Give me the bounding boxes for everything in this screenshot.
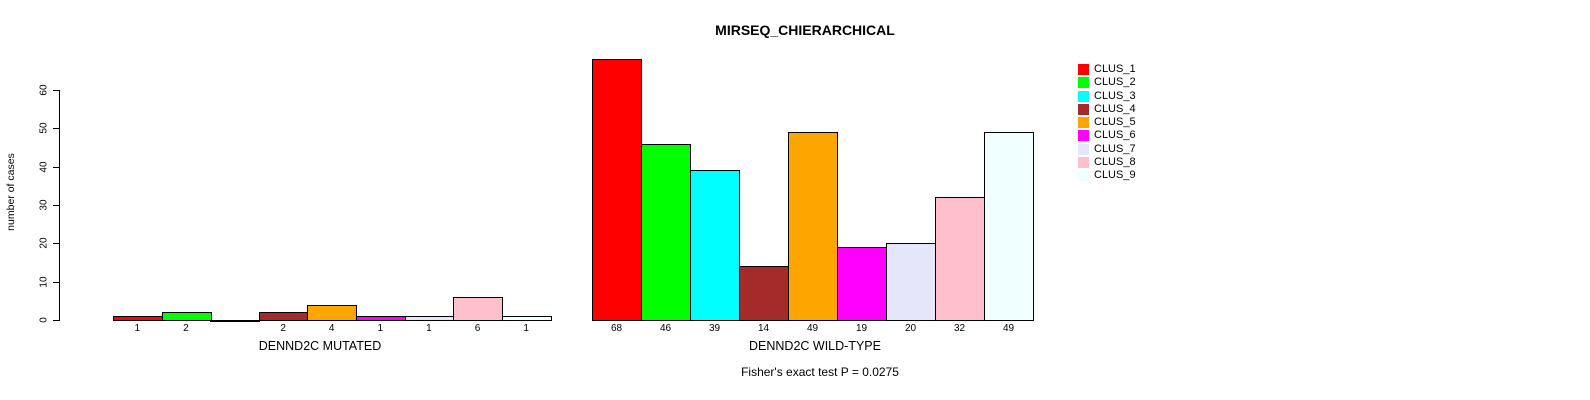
legend-swatch-icon (1078, 90, 1089, 102)
bar-value-label: 2 (280, 323, 286, 334)
bar-clus_2 (641, 144, 691, 321)
bar-value-label: 49 (1002, 323, 1015, 334)
legend-swatch-icon (1078, 64, 1089, 75)
y-axis-tick-label: 60 (38, 84, 50, 96)
y-axis-tick (53, 90, 59, 91)
y-axis-tick-label: 10 (38, 276, 50, 288)
bar-clus_4 (739, 266, 789, 321)
bar-value-label: 19 (855, 323, 868, 334)
bar-value-label: 32 (953, 323, 966, 334)
bar-value-label: 46 (659, 323, 672, 334)
y-axis-tick (53, 320, 59, 321)
legend-label: CLUS_1 (1094, 63, 1136, 75)
y-axis-line (59, 90, 60, 321)
bar-value-label: 14 (757, 323, 770, 334)
y-axis-tick-label: 20 (38, 237, 50, 249)
legend-label: CLUS_5 (1094, 116, 1136, 128)
bar-clus_7 (405, 316, 455, 321)
bar-clus_8 (935, 197, 985, 321)
fisher-test-annotation: Fisher's exact test P = 0.0275 (741, 365, 899, 379)
bar-value-label: 1 (377, 323, 384, 334)
bar-clus_6 (356, 316, 406, 321)
legend-label: CLUS_7 (1094, 142, 1136, 155)
x-axis-label-mutated: DENND2C MUTATED (258, 339, 382, 353)
legend-swatch-icon (1078, 77, 1089, 89)
y-axis-tick (53, 128, 59, 129)
chart-title: MIRSEQ_CHIERARCHICAL (715, 22, 895, 38)
y-axis-tick-label: 30 (38, 199, 50, 211)
bar-clus_4 (259, 312, 309, 321)
y-axis-tick (53, 282, 59, 283)
bar-clus_9 (984, 132, 1034, 321)
legend-label: CLUS_6 (1094, 129, 1136, 142)
bar-clus_2 (162, 312, 212, 321)
y-axis-tick-label: 0 (38, 317, 50, 323)
bar-clus_8 (453, 297, 503, 321)
bar-value-label: 1 (134, 323, 141, 334)
legend-swatch-icon (1078, 117, 1089, 128)
y-axis-tick (53, 167, 59, 168)
bar-value-label: 68 (610, 323, 623, 334)
bar-value-label: 4 (328, 323, 335, 334)
bar-value-label: 2 (183, 323, 189, 334)
bar-value-label: 20 (904, 323, 917, 334)
legend-label: CLUS_2 (1094, 76, 1136, 89)
legend-swatch-icon (1078, 156, 1089, 168)
legend-label: CLUS_4 (1094, 102, 1136, 115)
bar-clus_6 (837, 247, 887, 321)
bar-value-label: 6 (474, 323, 481, 334)
bar-value-label: 1 (426, 323, 432, 334)
y-axis-tick-label: 40 (38, 161, 50, 173)
bar-clus_3 (690, 170, 740, 321)
legend-swatch-icon (1078, 170, 1089, 181)
bar-clus_9 (502, 316, 552, 321)
bar-clus_5 (307, 305, 357, 321)
y-axis-tick-label: 50 (38, 122, 50, 134)
bar-clus_7 (886, 243, 936, 321)
bar-clus_3 (210, 320, 260, 322)
legend-label: CLUS_3 (1094, 89, 1136, 102)
legend-swatch-icon (1078, 103, 1089, 115)
bar-value-label: 39 (708, 323, 721, 334)
legend-label: CLUS_9 (1094, 169, 1136, 181)
y-axis-title: number of cases (5, 153, 17, 231)
x-axis-label-wild-type: DENND2C WILD-TYPE (749, 339, 881, 353)
y-axis-tick (53, 205, 59, 206)
bar-clus_1 (113, 316, 163, 321)
legend-swatch-icon (1078, 143, 1089, 155)
y-axis-tick (53, 243, 59, 244)
legend-label: CLUS_8 (1094, 155, 1136, 168)
bar-value-label: 49 (806, 323, 819, 334)
bar-clus_1 (592, 59, 642, 321)
legend-swatch-icon (1078, 130, 1089, 142)
bar-clus_5 (788, 132, 838, 321)
bar-value-label: 1 (523, 323, 529, 334)
